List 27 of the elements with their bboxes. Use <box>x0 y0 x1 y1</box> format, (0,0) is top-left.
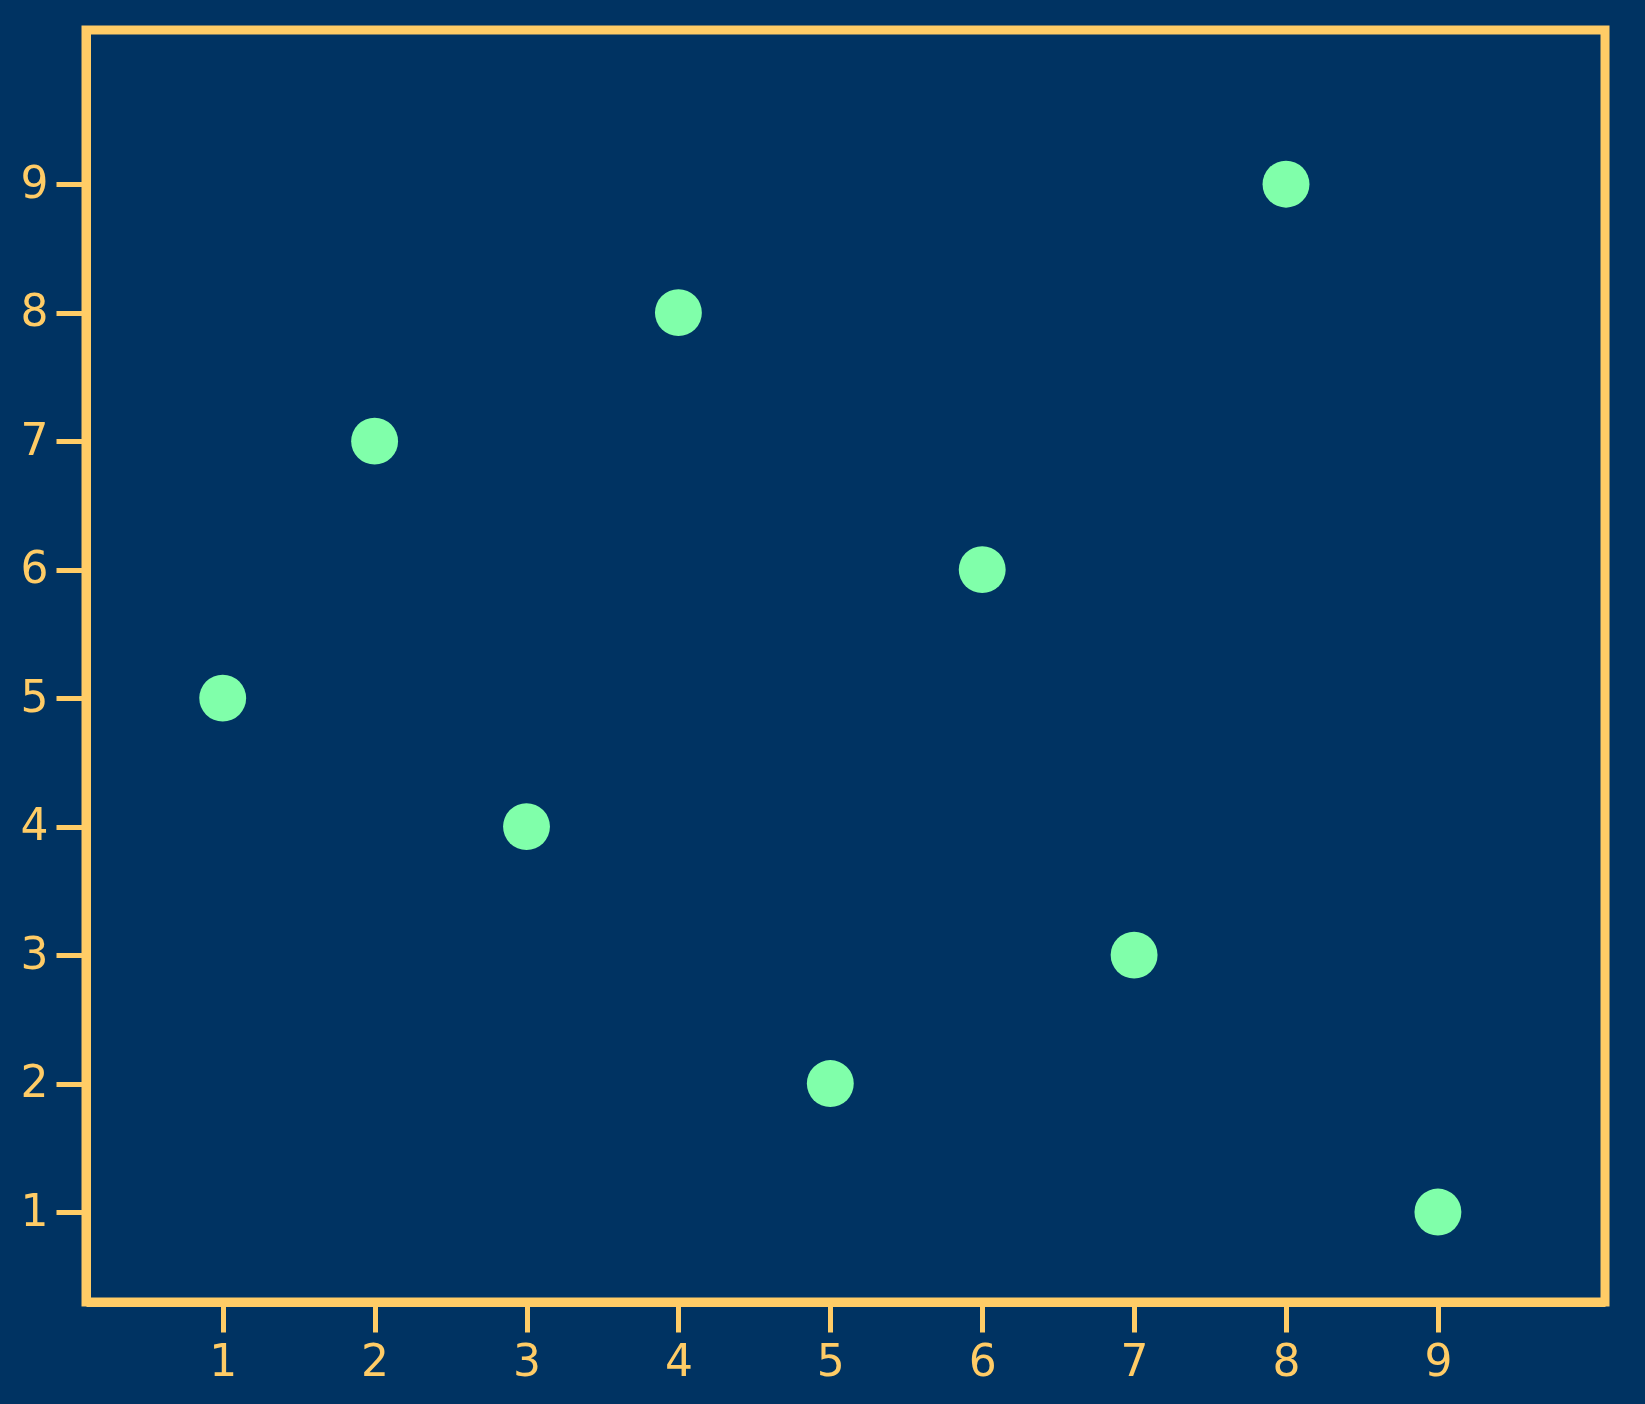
y-tick-label: 8 <box>20 285 49 337</box>
x-tick-label: 7 <box>1120 1334 1149 1386</box>
point <box>503 803 550 851</box>
x-tick-label: 6 <box>968 1334 997 1386</box>
y-tick-label: 3 <box>20 927 49 979</box>
y-tick-label: 2 <box>20 1056 49 1108</box>
y-tick-label: 1 <box>20 1184 49 1236</box>
x-tick-label: 5 <box>816 1334 845 1386</box>
y-tick-label: 5 <box>20 670 49 722</box>
point <box>958 546 1006 594</box>
x-tick-label: 9 <box>1424 1334 1453 1386</box>
y-tick-label: 9 <box>20 156 49 208</box>
x-tick-label: 4 <box>664 1334 693 1386</box>
y-tick-label: 6 <box>20 542 49 594</box>
x-tick-label: 8 <box>1272 1334 1301 1386</box>
point <box>1110 931 1158 979</box>
point <box>654 289 702 337</box>
y-tick-label: 4 <box>20 799 49 851</box>
x-tick-label: 2 <box>361 1334 390 1386</box>
point <box>1262 160 1310 208</box>
x-tick-label: 3 <box>513 1334 542 1386</box>
y-tick-label: 7 <box>20 413 49 465</box>
point <box>199 674 247 722</box>
point <box>1414 1188 1462 1236</box>
x-tick-label: 1 <box>209 1334 238 1386</box>
point <box>806 1060 854 1107</box>
point <box>351 417 399 465</box>
